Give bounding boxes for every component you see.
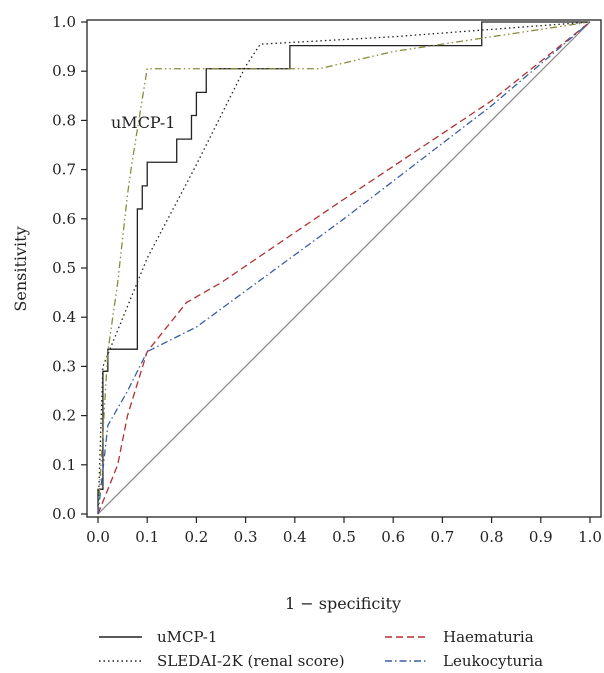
- x-tick-label: 0.5: [332, 528, 356, 546]
- x-tick-label: 0.0: [86, 528, 110, 546]
- y-tick-label: 0.3: [52, 357, 76, 375]
- series-umcp-1-line: [97, 21, 590, 514]
- reference-line: [97, 21, 591, 515]
- y-tick-label: 0.7: [52, 161, 76, 179]
- series-layer: [97, 21, 591, 515]
- x-tick-label: 1.0: [578, 528, 602, 546]
- reference-diagonal: [97, 21, 591, 515]
- annotation-label: uMCP-1: [111, 113, 175, 132]
- x-tick-label: 0.3: [234, 528, 258, 546]
- y-tick-label: 0.1: [52, 456, 76, 474]
- x-tick-label: 0.6: [381, 528, 405, 546]
- x-tick-label: 0.7: [430, 528, 454, 546]
- y-tick-label: 0.2: [52, 407, 76, 425]
- y-axis-label: Sensitivity: [11, 226, 30, 311]
- y-tick-label: 0.8: [52, 111, 76, 129]
- x-tick-label: 0.9: [529, 528, 553, 546]
- x-tick-label: 0.2: [184, 528, 208, 546]
- series-leukocyturia-line: [97, 21, 591, 515]
- x-tick-label: 0.8: [480, 528, 504, 546]
- y-tick-label: 0.0: [52, 505, 76, 523]
- legend-label-umcp-1: uMCP-1: [157, 628, 217, 646]
- y-tick-label: 0.4: [52, 308, 76, 326]
- annotation-layer: uMCP-1: [111, 113, 175, 132]
- legend-label-leukocyturia: Leukocyturia: [443, 652, 543, 670]
- x-tick-label: 0.1: [135, 528, 159, 546]
- y-tick-label: 0.9: [52, 62, 76, 80]
- series-haematuria-line: [97, 21, 591, 515]
- y-tick-label: 0.6: [52, 210, 76, 228]
- legend-label-sledai-2k-renal-score: SLEDAI-2K (renal score): [157, 652, 345, 670]
- x-tick-label: 0.4: [283, 528, 307, 546]
- ticks-layer: 0.0 0.1 0.2 0.3 0.4 0.5 0.6 0.7 0.8 0.9 1.0 0.0 0.1 0…: [52, 13, 602, 546]
- legend-label-haematuria: Haematuria: [443, 628, 534, 646]
- x-axis-label: 1 − specificity: [285, 594, 401, 613]
- y-tick-label: 1.0: [52, 13, 76, 31]
- y-tick-label: 0.5: [52, 259, 76, 277]
